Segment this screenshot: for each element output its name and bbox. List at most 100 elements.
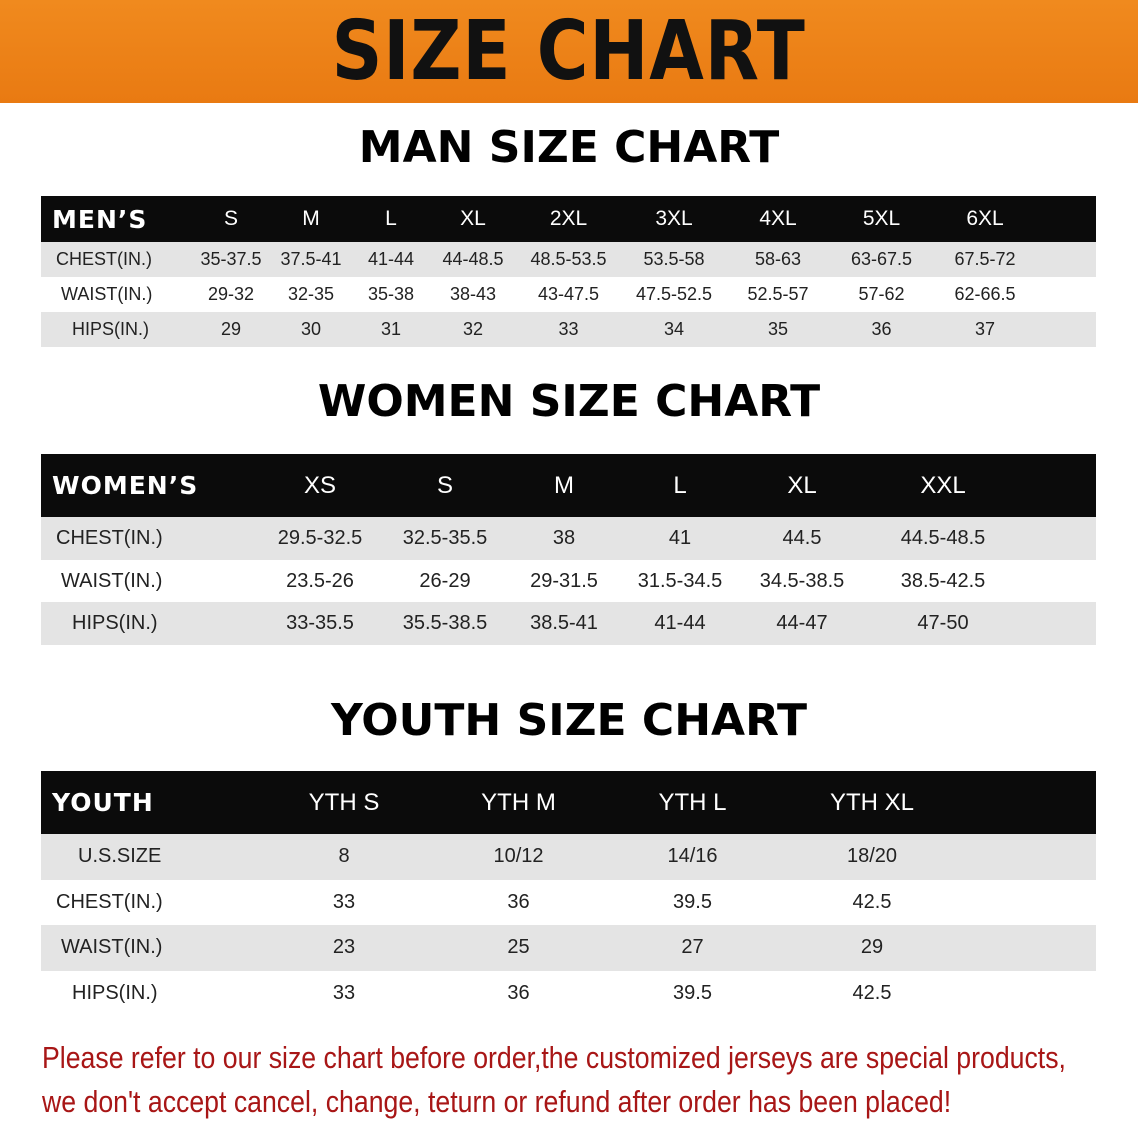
measurement-cell: 67.5-72: [954, 249, 1016, 269]
measurement-cell: 47.5-52.5: [635, 284, 713, 304]
table-row: CHEST(IN.) 33 36 39.5 42.5: [41, 879, 1096, 925]
row-label: HIPS(IN.): [72, 612, 158, 635]
row-label: HIPS(IN.): [72, 981, 158, 1004]
size-header-cell: 3XL: [655, 207, 693, 230]
size-header-cell: XS: [303, 471, 336, 499]
size-header-cell: S: [223, 207, 238, 230]
measurement-cell: 38-43: [449, 284, 497, 304]
measurement-cell: 62-66.5: [954, 284, 1016, 304]
row-label: HIPS(IN.): [72, 319, 150, 339]
size-header-cell: XL: [460, 207, 486, 230]
table-title-cell: WOMEN’S: [52, 471, 199, 500]
table-row: CHEST(IN.) 29.5-32.5 32.5-35.5 38 41 44.5 44.5…: [41, 517, 1096, 560]
men-section-title: MAN SIZE CHART: [358, 122, 780, 173]
measurement-cell: 36: [871, 319, 892, 339]
youth-size-table: YOUTH YTH S YTH M YTH L YTH XL U.S.SIZE 8 10/12…: [41, 771, 1096, 1016]
measurement-cell: 14/16: [667, 845, 718, 868]
measurement-cell: 41-44: [654, 612, 706, 635]
size-header-cell: 6XL: [966, 207, 1004, 230]
notice-line-2: we don't accept cancel, change, teturn o…: [42, 1084, 952, 1119]
row-label: CHEST(IN.): [56, 249, 152, 269]
measurement-cell: 29: [860, 936, 884, 959]
table-title-cell: YOUTH: [52, 788, 154, 817]
size-header-cell: M: [554, 471, 574, 499]
table-title-cell: MEN’S: [52, 204, 148, 234]
measurement-cell: 32-35: [287, 284, 335, 304]
measurement-cell: 47-50: [917, 612, 969, 635]
measurement-cell: 41: [668, 526, 692, 549]
size-header-cell: 5XL: [862, 207, 901, 230]
measurement-cell: 37.5-41: [280, 249, 342, 269]
measurement-cell: 43-47.5: [537, 284, 600, 304]
measurement-cell: 32.5-35.5: [402, 526, 488, 549]
measurement-cell: 52.5-57: [747, 284, 809, 304]
table-row: HIPS(IN.) 33 36 39.5 42.5: [41, 970, 1096, 1016]
measurement-cell: 23.5-26: [286, 569, 354, 592]
measurement-cell: 33-35.5: [286, 612, 354, 635]
table-header-row: MEN’S S M L XL 2XL 3XL 4XL 5XL 6XL: [41, 196, 1096, 242]
measurement-cell: 8: [338, 845, 350, 868]
measurement-cell: 31: [380, 319, 402, 339]
table-row: HIPS(IN.) 29 30 31 32 33 34 35 36 37: [41, 312, 1096, 347]
table-row: U.S.SIZE 8 10/12 14/16 18/20: [41, 834, 1096, 880]
size-header-cell: M: [302, 207, 320, 230]
measurement-cell: 29.5-32.5: [277, 526, 363, 549]
banner: SIZE CHART: [0, 0, 1138, 103]
measurement-cell: 58-63: [754, 249, 802, 269]
measurement-cell: 44-47: [776, 612, 828, 635]
table-row: WAIST(IN.) 23.5-26 26-29 29-31.5 31.5-34.5 34…: [41, 559, 1096, 603]
row-label: WAIST(IN.): [61, 284, 153, 304]
youth-section-title: YOUTH SIZE CHART: [330, 695, 807, 746]
table-header-row: WOMEN’S XS S M L XL XXL: [41, 454, 1096, 517]
measurement-cell: 39.5: [673, 981, 712, 1004]
size-header-cell: L: [385, 207, 397, 230]
size-header-cell: XXL: [920, 471, 966, 499]
men-size-table: MEN’S S M L XL 2XL 3XL 4XL 5XL 6XL CHEST(IN.) 35-37…: [41, 196, 1096, 347]
measurement-cell: 33: [332, 890, 356, 913]
measurement-cell: 23: [332, 936, 356, 959]
table-row: HIPS(IN.) 33-35.5 35.5-38.5 38.5-41 41-44 44-…: [41, 602, 1096, 646]
measurement-cell: 38.5-41: [530, 612, 598, 635]
measurement-cell: 41-44: [367, 249, 415, 269]
measurement-cell: 32: [462, 319, 484, 339]
women-section-title: WOMEN SIZE CHART: [317, 376, 821, 427]
measurement-cell: 31.5-34.5: [637, 569, 723, 592]
measurement-cell: 36: [507, 981, 530, 1004]
measurement-cell: 35: [767, 319, 789, 339]
measurement-cell: 30: [300, 319, 322, 339]
table-row: WAIST(IN.) 29-32 32-35 35-38 38-43 43-47.5 47.…: [41, 277, 1096, 312]
measurement-cell: 33: [558, 319, 579, 339]
size-header-cell: YTH M: [481, 788, 556, 816]
notice-line-1: Please refer to our size chart before or…: [42, 1040, 1066, 1075]
size-header-cell: YTH S: [308, 788, 380, 816]
order-notice: Please refer to our size chart before or…: [42, 1036, 1134, 1124]
table-row: WAIST(IN.) 23 25 27 29: [41, 925, 1096, 971]
measurement-cell: 44-48.5: [442, 249, 504, 269]
measurement-cell: 38.5-42.5: [900, 569, 986, 592]
measurement-cell: 44.5: [782, 526, 822, 549]
measurement-cell: 29: [220, 319, 242, 339]
measurement-cell: 63-67.5: [850, 249, 913, 269]
measurement-cell: 34: [663, 319, 685, 339]
measurement-cell: 27: [681, 936, 704, 959]
size-header-cell: 4XL: [759, 207, 797, 230]
measurement-cell: 35.5-38.5: [402, 612, 488, 635]
banner-title: SIZE CHART: [331, 4, 807, 99]
size-header-cell: YTH XL: [829, 788, 915, 816]
table-header-row: YOUTH YTH S YTH M YTH L YTH XL: [41, 771, 1096, 834]
row-label: U.S.SIZE: [78, 845, 162, 868]
size-header-cell: L: [673, 471, 687, 499]
size-header-cell: XL: [787, 471, 817, 499]
measurement-cell: 29-32: [207, 284, 255, 304]
measurement-cell: 57-62: [858, 284, 905, 304]
row-label: WAIST(IN.): [61, 936, 163, 959]
measurement-cell: 53.5-58: [643, 249, 705, 269]
measurement-cell: 25: [507, 936, 530, 959]
size-header-cell: YTH L: [658, 788, 727, 816]
row-label: CHEST(IN.): [56, 890, 163, 913]
size-header-cell: S: [436, 471, 453, 499]
measurement-cell: 39.5: [673, 890, 712, 913]
measurement-cell: 44.5-48.5: [900, 526, 986, 549]
size-header-cell: 2XL: [549, 207, 588, 230]
measurement-cell: 33: [332, 981, 356, 1004]
